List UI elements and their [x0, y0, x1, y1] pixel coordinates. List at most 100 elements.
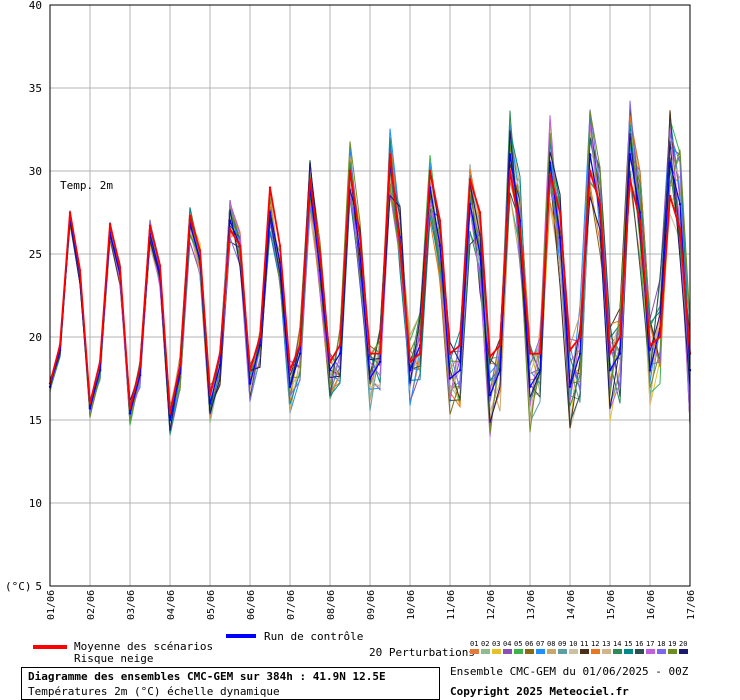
x-tick-label: 16/06 — [646, 590, 657, 620]
control-run-line-point — [178, 372, 182, 375]
perturbation-swatch-16 — [635, 649, 644, 654]
x-tick-label: 06/06 — [246, 590, 257, 620]
perturbation-number-02: 02 — [481, 640, 490, 648]
x-tick-label: 02/06 — [86, 590, 97, 620]
mean-line-point — [488, 355, 492, 359]
chart-title: Diagramme des ensembles CMC-GEM sur 384h… — [28, 670, 386, 683]
perturbation-number-13: 13 — [602, 640, 611, 648]
mean-line-point — [238, 244, 242, 247]
control-run-line-point — [218, 364, 222, 367]
y-tick-label: 30 — [29, 165, 42, 178]
perturbation-number-01: 01 — [470, 640, 479, 648]
perturbation-number-05: 05 — [514, 640, 523, 648]
mean-line-point — [578, 335, 582, 339]
mean-line-point — [318, 252, 322, 256]
perturbation-number-10: 10 — [569, 640, 578, 648]
mean-line-point — [128, 407, 132, 410]
perturbation-swatch-08 — [547, 649, 556, 654]
mean-line-point — [558, 211, 562, 214]
y-tick-label: 35 — [29, 82, 42, 95]
perturbation-swatch-07 — [536, 649, 545, 654]
mean-line-point — [628, 178, 632, 181]
perturbation-number-08: 08 — [547, 640, 556, 648]
perturbation-number-03: 03 — [492, 640, 501, 648]
control-run-line-point — [248, 382, 252, 385]
control-run-line-point — [138, 373, 142, 377]
mean-line-point — [478, 211, 482, 214]
mean-line-point — [658, 335, 662, 339]
chart-info-box: Diagramme des ensembles CMC-GEM sur 384h… — [21, 667, 440, 700]
perturbation-number-16: 16 — [635, 640, 644, 648]
control-run-line-point — [368, 377, 372, 380]
mean-line-point — [568, 349, 572, 352]
mean-line-point — [168, 412, 172, 415]
mean-line-point — [668, 194, 672, 198]
mean-line-point — [638, 219, 642, 222]
perturbation-swatch-03 — [492, 649, 501, 654]
control-run-line-point — [328, 369, 332, 372]
control-legend-swatch — [226, 634, 256, 638]
chart-subtitle: Températures 2m (°C) échelle dynamique — [28, 685, 280, 698]
control-run-line-point — [338, 352, 342, 355]
mean-line-point — [88, 402, 92, 405]
mean-line-point — [98, 360, 102, 364]
perturbation-swatch-14 — [613, 649, 622, 654]
mean-line-point — [278, 244, 282, 247]
mean-line-point — [518, 227, 522, 231]
control-legend-label: Run de contrôle — [264, 630, 364, 643]
perturbation-number-17: 17 — [646, 640, 655, 648]
annotation-temp-2m: Temp. 2m — [60, 179, 113, 192]
mean-line-point — [548, 173, 552, 176]
y-tick-label: 40 — [29, 0, 42, 12]
control-run-line-point — [508, 153, 512, 156]
mean-line-point — [78, 269, 82, 272]
x-tick-label: 14/06 — [566, 590, 577, 620]
x-tick-label: 09/06 — [366, 590, 377, 620]
mean-line-point — [188, 214, 192, 218]
x-tick-label: 05/06 — [206, 590, 217, 620]
mean-line-point — [108, 222, 112, 226]
control-run-line-point — [548, 161, 552, 164]
x-tick-label: 15/06 — [606, 590, 617, 620]
control-run-line-point — [488, 393, 492, 397]
mean-line-point — [468, 178, 472, 181]
mean-line-point — [388, 153, 392, 156]
control-run-line-point — [538, 369, 542, 372]
x-tick-label: 04/06 — [166, 590, 177, 620]
mean-line-point — [448, 352, 452, 355]
control-run-line-point — [438, 244, 442, 247]
mean-line-point — [648, 344, 652, 347]
mean-line-point — [218, 352, 222, 355]
mean-legend-swatch — [33, 645, 67, 649]
mean-line-point — [358, 236, 362, 239]
mean-line-point — [418, 352, 422, 355]
mean-line-point — [308, 178, 312, 181]
control-run-line-point — [678, 203, 682, 206]
y-tick-label: 10 — [29, 497, 42, 510]
control-run-line-point — [208, 402, 212, 405]
mean-line-point — [398, 244, 402, 247]
perturbation-swatch-20 — [679, 649, 688, 654]
mean-line-point — [378, 352, 382, 355]
control-run-line-point — [168, 418, 172, 422]
mean-line-point — [198, 249, 202, 252]
run-info: Ensemble CMC-GEM du 01/06/2025 - 00Z — [450, 665, 689, 678]
control-run-line-point — [128, 412, 132, 415]
x-tick-label: 13/06 — [526, 590, 537, 620]
mean-legend-label: Moyenne des scénarios — [74, 640, 214, 653]
mean-line-point — [328, 360, 332, 364]
control-run-line-point — [608, 369, 612, 372]
x-tick-label: 03/06 — [126, 590, 137, 620]
perturbation-line-17 — [49, 115, 691, 437]
control-run-line-point — [498, 369, 502, 372]
control-run-line-point — [298, 352, 302, 355]
control-run-line-point — [88, 407, 92, 410]
control-run-line-point — [628, 153, 632, 156]
control-run-line-point — [558, 236, 562, 239]
perturbation-swatch-12 — [591, 649, 600, 654]
mean-line-point — [158, 264, 162, 267]
mean-line-point — [618, 335, 622, 339]
mean-line-point — [428, 169, 432, 173]
copyright: Copyright 2025 Meteociel.fr — [450, 685, 629, 698]
